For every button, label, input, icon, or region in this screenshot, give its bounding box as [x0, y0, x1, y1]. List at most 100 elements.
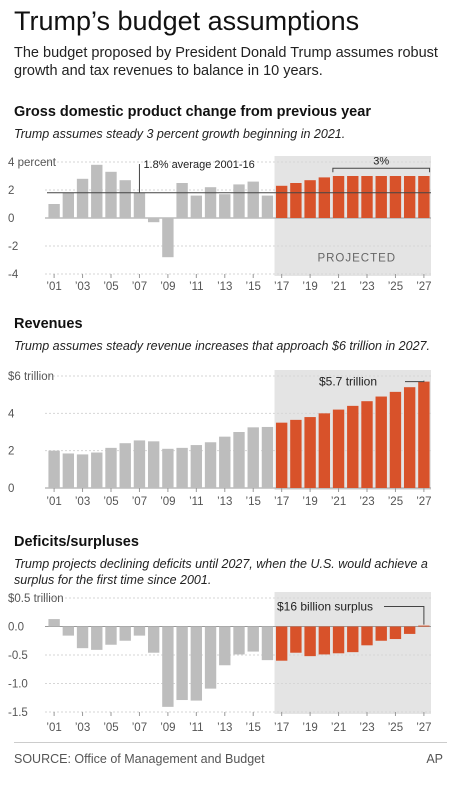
bar-2005 [105, 447, 117, 488]
y-tick-label: 0 [8, 213, 14, 225]
x-tick-label: ’21 [331, 722, 346, 734]
x-tick-label: ’27 [416, 722, 431, 734]
bar-2014 [233, 432, 245, 488]
bar-2025 [389, 626, 402, 640]
callout-label: $16 billion surplus [277, 600, 373, 614]
x-tick-label: ’23 [359, 722, 374, 734]
bar-2007 [133, 440, 146, 488]
bar-2010 [176, 183, 188, 218]
bar-2011 [190, 195, 203, 218]
bar-2026 [403, 387, 416, 488]
x-tick-label: ’11 [189, 496, 204, 508]
bar-2021 [332, 409, 345, 488]
bracket-label: 3% [373, 155, 389, 167]
bar-2018 [290, 626, 302, 653]
bar-2009 [162, 626, 174, 707]
revenues-chart-title: Revenues [14, 316, 83, 332]
bar-2003 [76, 454, 89, 488]
bar-2024 [375, 176, 387, 218]
bar-2004 [91, 452, 103, 488]
bar-2012 [204, 442, 217, 488]
x-tick-label: ’27 [416, 496, 431, 508]
x-tick-label: ’17 [274, 496, 289, 508]
y-tick-label: 4 percent [8, 157, 57, 169]
x-tick-label: ’13 [217, 496, 232, 508]
x-tick-label: ’15 [246, 496, 261, 508]
bar-2012 [204, 187, 217, 218]
bar-2005 [105, 626, 117, 645]
x-tick-label: ’05 [103, 722, 118, 734]
x-tick-label: ’15 [246, 722, 261, 734]
bar-2001 [48, 619, 60, 627]
deficits-chart-subtitle: Trump projects declining deficits until … [14, 557, 428, 587]
x-tick-label: ’23 [359, 496, 374, 508]
bar-2004 [91, 626, 103, 650]
bar-2019 [304, 417, 316, 488]
bar-2006 [119, 443, 131, 488]
bar-2002 [62, 626, 75, 636]
x-tick-label: ’15 [246, 281, 261, 293]
bar-2016 [261, 195, 274, 218]
bar-2023 [361, 401, 373, 488]
x-tick-label: ’07 [132, 722, 147, 734]
bar-2022 [347, 626, 359, 653]
footer-divider [14, 742, 447, 743]
bar-2026 [403, 176, 416, 218]
bar-2001 [48, 204, 60, 218]
projection-bracket [332, 167, 431, 173]
bar-2020 [318, 413, 331, 488]
x-tick-label: ’03 [75, 281, 90, 293]
callout-leader [405, 380, 425, 383]
credit: AP [426, 752, 443, 766]
x-tick-label: ’17 [274, 722, 289, 734]
x-tick-label: ’21 [331, 281, 346, 293]
bar-2011 [190, 445, 203, 488]
page-deck: The budget proposed by President Donald … [14, 45, 438, 79]
y-tick-label: -1.0 [8, 679, 28, 691]
y-tick-label: 4 [8, 408, 15, 420]
bar-2023 [361, 176, 373, 218]
callout-leader [384, 606, 425, 625]
x-tick-label: ’19 [302, 496, 317, 508]
bar-2016 [261, 426, 274, 488]
x-tick-label: ’09 [160, 496, 175, 508]
bar-2013 [219, 436, 231, 488]
x-tick-label: ’27 [416, 281, 431, 293]
y-tick-label: $0.5 trillion [8, 593, 64, 605]
bar-2003 [76, 626, 89, 649]
bar-2016 [261, 626, 274, 661]
bar-2027 [418, 625, 430, 627]
bar-2024 [375, 626, 387, 641]
bar-2024 [375, 396, 387, 488]
bar-2022 [347, 176, 359, 218]
x-tick-label: ’07 [132, 281, 147, 293]
x-tick-label: ’01 [46, 722, 61, 734]
x-tick-label: ’07 [132, 496, 147, 508]
bar-2025 [389, 391, 402, 488]
bar-2013 [219, 194, 231, 218]
x-tick-label: ’01 [46, 496, 61, 508]
x-tick-label: ’05 [103, 281, 118, 293]
bar-2006 [119, 180, 131, 218]
y-tick-label: 2 [8, 446, 14, 458]
bar-2014 [233, 626, 245, 655]
bar-2007 [133, 192, 146, 218]
bar-2008 [147, 441, 160, 488]
x-tick-label: ’03 [75, 496, 90, 508]
bar-2010 [176, 447, 188, 488]
x-tick-label: ’03 [75, 722, 90, 734]
x-tick-label: ’25 [388, 496, 403, 508]
bar-2011 [190, 626, 203, 701]
bar-2004 [91, 164, 103, 218]
y-tick-label: -4 [8, 269, 19, 281]
x-tick-label: ’05 [103, 496, 118, 508]
x-tick-label: ’13 [217, 722, 232, 734]
x-tick-label: ’11 [189, 281, 204, 293]
y-tick-label: -0.5 [8, 650, 28, 662]
bar-2023 [361, 626, 373, 646]
x-tick-label: ’09 [160, 722, 175, 734]
bar-2025 [389, 176, 402, 218]
bar-2002 [62, 192, 75, 218]
bar-2021 [332, 176, 345, 218]
bar-2019 [304, 626, 316, 657]
